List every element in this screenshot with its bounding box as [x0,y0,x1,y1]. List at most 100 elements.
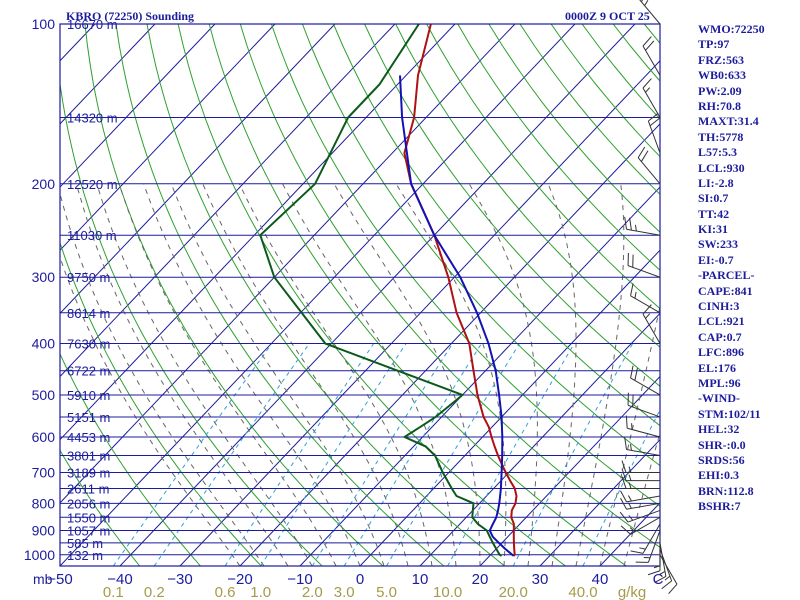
mixing-ratio-label: 0.1 [103,584,124,600]
wind-barb-flag [620,525,631,535]
wind-barb-flag [624,436,628,450]
mixing-ratio-line [512,343,634,566]
temperature-tick-label: −30 [167,571,192,588]
station-title: KBRO (72250) Sounding [66,9,195,23]
pressure-tick-label: 800 [32,495,56,511]
isotherm-line [60,24,576,566]
mixing-ratio-label: 0.2 [144,584,165,600]
moist-adiabat-line [170,183,385,566]
mixing-ratio-unit-label: g/kg [618,584,646,600]
isotherm-line [539,438,660,566]
index-item: TH:5778 [698,129,744,144]
wind-barb-flag [640,150,649,162]
mixing-ratio-line [153,343,310,566]
height-label: 1057 m [67,523,110,538]
mixing-ratio-label: 3.0 [334,584,355,600]
wind-barb-flag [634,224,637,232]
temperature-tick-label: 30 [532,571,549,588]
wind-barb [630,377,661,396]
isotherm-line [60,24,156,125]
wind-barb-flag [634,367,638,381]
index-item: -WIND- [698,391,740,406]
wind-barb-flag [642,36,652,47]
wind-barb-flag [639,547,646,550]
pressure-tick-label: 500 [32,387,56,403]
index-item: EHI:0.3 [698,468,740,483]
wind-barb-flag [630,550,644,554]
isotherm-line [60,24,456,441]
wind-barb [627,404,661,418]
wind-barb-flag [627,495,632,502]
index-item: KI:31 [698,222,728,237]
wind-barb-flag [628,466,632,473]
moist-adiabat-line [118,183,337,566]
index-item: WB0:633 [698,68,746,83]
sounding-profiles [259,24,518,557]
height-label: 5151 m [67,410,110,425]
wind-barb-flag [630,283,634,296]
pressure-tick-label: 900 [32,522,56,538]
wind-barb [639,0,661,25]
dewpoint-profile [259,24,503,557]
index-item: CAP:0.7 [698,329,742,344]
wind-barb-flag [625,415,628,429]
wind-barb [642,87,661,118]
wind-barb-flag [627,502,632,509]
pressure-tick-label: 600 [32,429,56,445]
dry-adiabat-line [301,24,660,467]
wind-barb-flag [628,515,634,521]
wind-barb-flag [653,565,661,569]
mixing-ratio-line [447,343,575,566]
dry-adiabat-line [60,80,323,566]
index-item: STM:102/11 [698,406,761,421]
dry-adiabat-line [146,24,506,566]
index-item: LI:-2.8 [698,175,734,190]
wind-barb [642,45,661,76]
index-item: HEL:32 [698,422,740,437]
wind-barb-flag [621,460,627,473]
index-item: BSHR:7 [698,499,741,514]
isotherm-line [119,24,636,566]
mixing-ratio-line [112,343,273,566]
mixing-ratio-label: 0.6 [215,584,236,600]
pressure-tick-label: 300 [32,269,56,285]
wind-barb-flag [668,583,678,594]
pressure-tick-label: 700 [32,465,56,481]
height-label: 2611 m [67,481,109,496]
temperature-tick-label: −20 [227,571,252,588]
wind-barb-flag [619,511,629,523]
dry-adiabat-line [60,449,140,566]
mixing-ratio-label: 10.0 [433,584,462,600]
pressure-tick-label: 400 [32,336,56,352]
wind-barb-flag [664,575,671,581]
moist-adiabat-line [143,183,361,566]
mixing-ratio-line [386,343,520,566]
moist-adiabat-line [599,303,660,566]
dry-adiabat-line [239,24,660,548]
height-label: 3189 m [67,466,110,481]
wind-barb-flag [630,365,634,379]
pressure-unit-label: mb [33,571,53,587]
wind-barb-flag [645,40,655,51]
index-item: SRDS:56 [698,452,745,467]
isotherm-line [179,60,660,566]
wind-barb-flag [624,216,628,230]
index-item: LFC:896 [698,345,744,360]
mixing-ratio-line [311,343,454,566]
mixing-ratio-line [343,343,482,566]
index-item: BRN:112.8 [698,483,754,498]
temperature-tick-label: −10 [287,571,312,588]
temperature-tick-label: −50 [47,571,72,588]
mixing-ratio-label: 1.0 [250,584,271,600]
height-label: 14320 m [67,110,118,125]
moist-adiabat-line [395,183,507,566]
dry-adiabat-line [177,24,566,566]
index-item: MAXT:31.4 [698,114,759,129]
mixing-ratio-label: 40.0 [568,584,597,600]
wind-barb [637,157,661,185]
sounding-time: 0000Z 9 OCT 25 [565,9,650,23]
wind-barb-flag [659,571,666,575]
height-label: 4453 m [67,430,110,445]
wind-barb [626,495,661,503]
